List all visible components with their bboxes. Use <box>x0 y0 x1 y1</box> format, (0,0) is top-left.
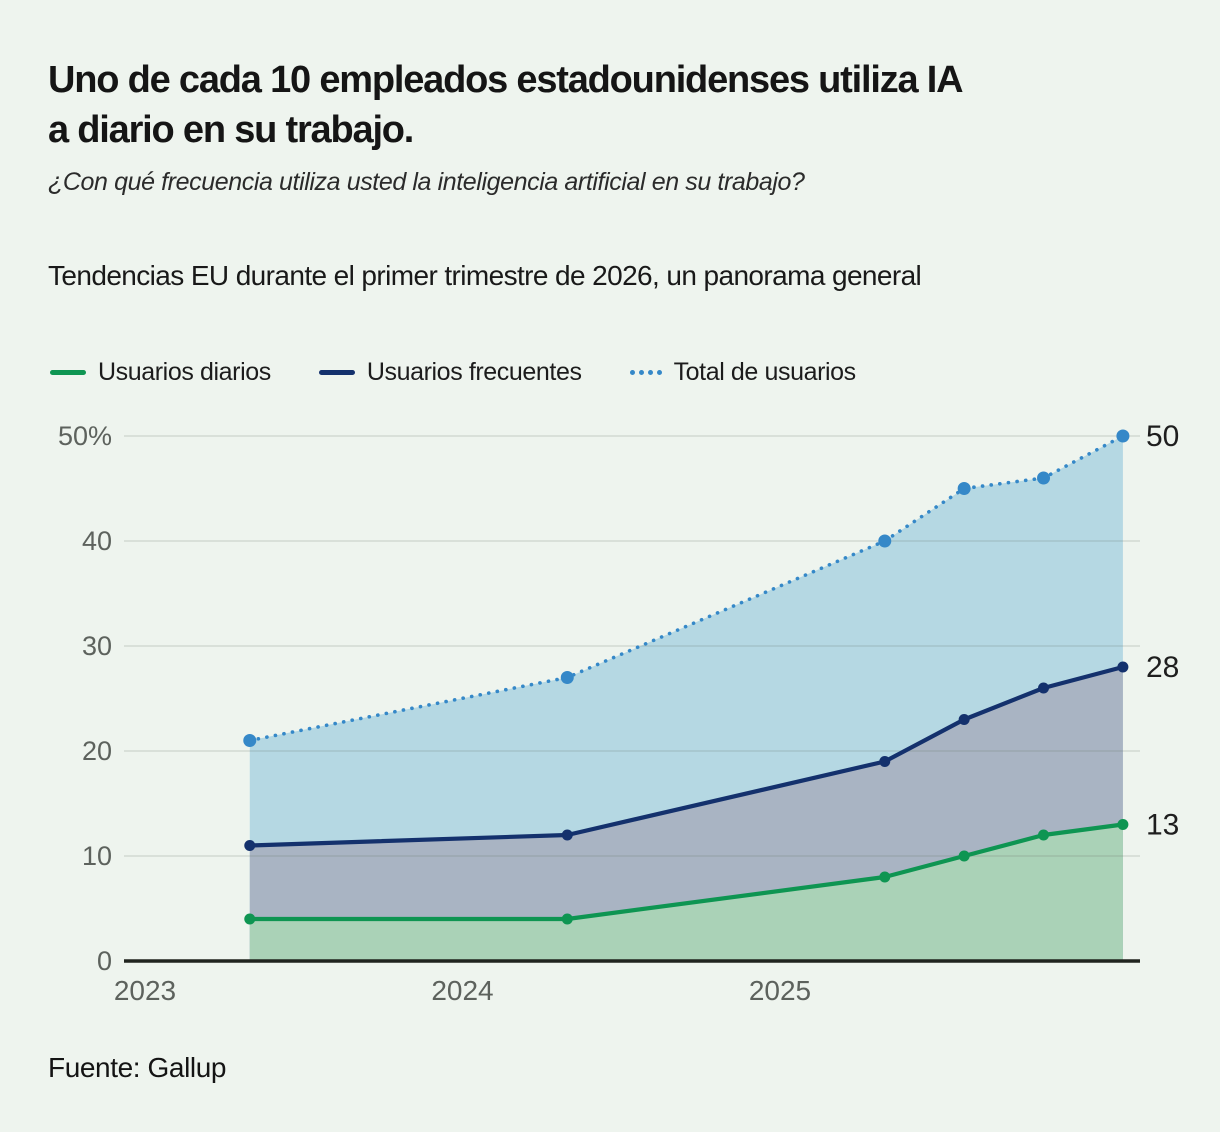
data-point <box>1037 471 1051 485</box>
series-end-label: 28 <box>1146 651 1179 684</box>
data-point <box>561 913 573 925</box>
series-line-0 <box>247 434 1125 743</box>
title-line-2: a diario en su trabajo. <box>48 109 414 152</box>
data-point <box>1117 661 1129 673</box>
series-end-label: 50 <box>1146 420 1179 453</box>
x-axis-tick-label: 2024 <box>431 975 493 1006</box>
legend-label: Usuarios frecuentes <box>366 358 582 386</box>
series-line-1 <box>247 664 1125 848</box>
data-point <box>1117 819 1129 830</box>
source-note: Fuente: Gallup <box>48 1052 227 1083</box>
section-label: Tendencias EU durante el primer trimestr… <box>48 260 922 291</box>
data-point <box>1116 429 1130 443</box>
chart-legend: Usuarios diarios Usuarios frecuentes Tot… <box>50 358 856 387</box>
y-axis-tick-label: 30 <box>82 631 112 661</box>
y-axis-tick-label: 0 <box>97 946 112 976</box>
data-point <box>958 850 970 862</box>
data-point <box>957 482 971 495</box>
data-point <box>879 871 891 883</box>
y-axis-tick-label: 40 <box>82 526 112 556</box>
title-line-1: Uno de cada 10 empleados estadounidenses… <box>48 59 964 101</box>
data-point <box>958 714 970 725</box>
data-point <box>1038 829 1050 841</box>
line-swatch-icon <box>318 370 355 375</box>
data-point <box>879 756 891 767</box>
area-fill-2 <box>249 824 1123 961</box>
data-point <box>561 829 573 841</box>
data-point <box>878 534 892 548</box>
page-title: Uno de cada 10 empleados estadounidenses… <box>48 55 1088 155</box>
chart-svg: 50 28 13 0 10 20 30 40 50% 2023 2024 2025 <box>58 420 1179 1006</box>
x-axis-tick-label: 2023 <box>114 975 176 1006</box>
series-end-label: 13 <box>1146 809 1179 842</box>
legend-item-usuarios-frecuentes: Usuarios frecuentes <box>318 358 582 387</box>
data-point <box>560 671 574 684</box>
plot-area: 50 28 13 0 10 20 30 40 50% 2023 2024 2025 <box>0 410 1220 1030</box>
y-axis-tick-label: 20 <box>82 736 112 766</box>
data-point <box>244 840 256 851</box>
legend-item-usuarios-diarios: Usuarios diarios <box>50 358 271 387</box>
data-point <box>1038 682 1050 694</box>
legend-label: Total de usuarios <box>673 358 857 386</box>
data-point <box>243 734 257 747</box>
data-point <box>244 913 256 925</box>
y-axis-tick-label: 10 <box>82 841 112 871</box>
line-swatch-icon <box>50 370 86 375</box>
legend-label: Usuarios diarios <box>98 358 271 386</box>
x-axis-tick-label: 2025 <box>749 975 811 1006</box>
y-axis-tick-label: 50% <box>58 421 112 451</box>
chart-subtitle: ¿Con qué frecuencia utiliza usted la int… <box>48 168 805 196</box>
dotted-line-swatch-icon <box>629 370 662 375</box>
series-line-2 <box>247 822 1125 922</box>
legend-item-total-de-usuarios: Total de usuarios <box>629 358 857 387</box>
